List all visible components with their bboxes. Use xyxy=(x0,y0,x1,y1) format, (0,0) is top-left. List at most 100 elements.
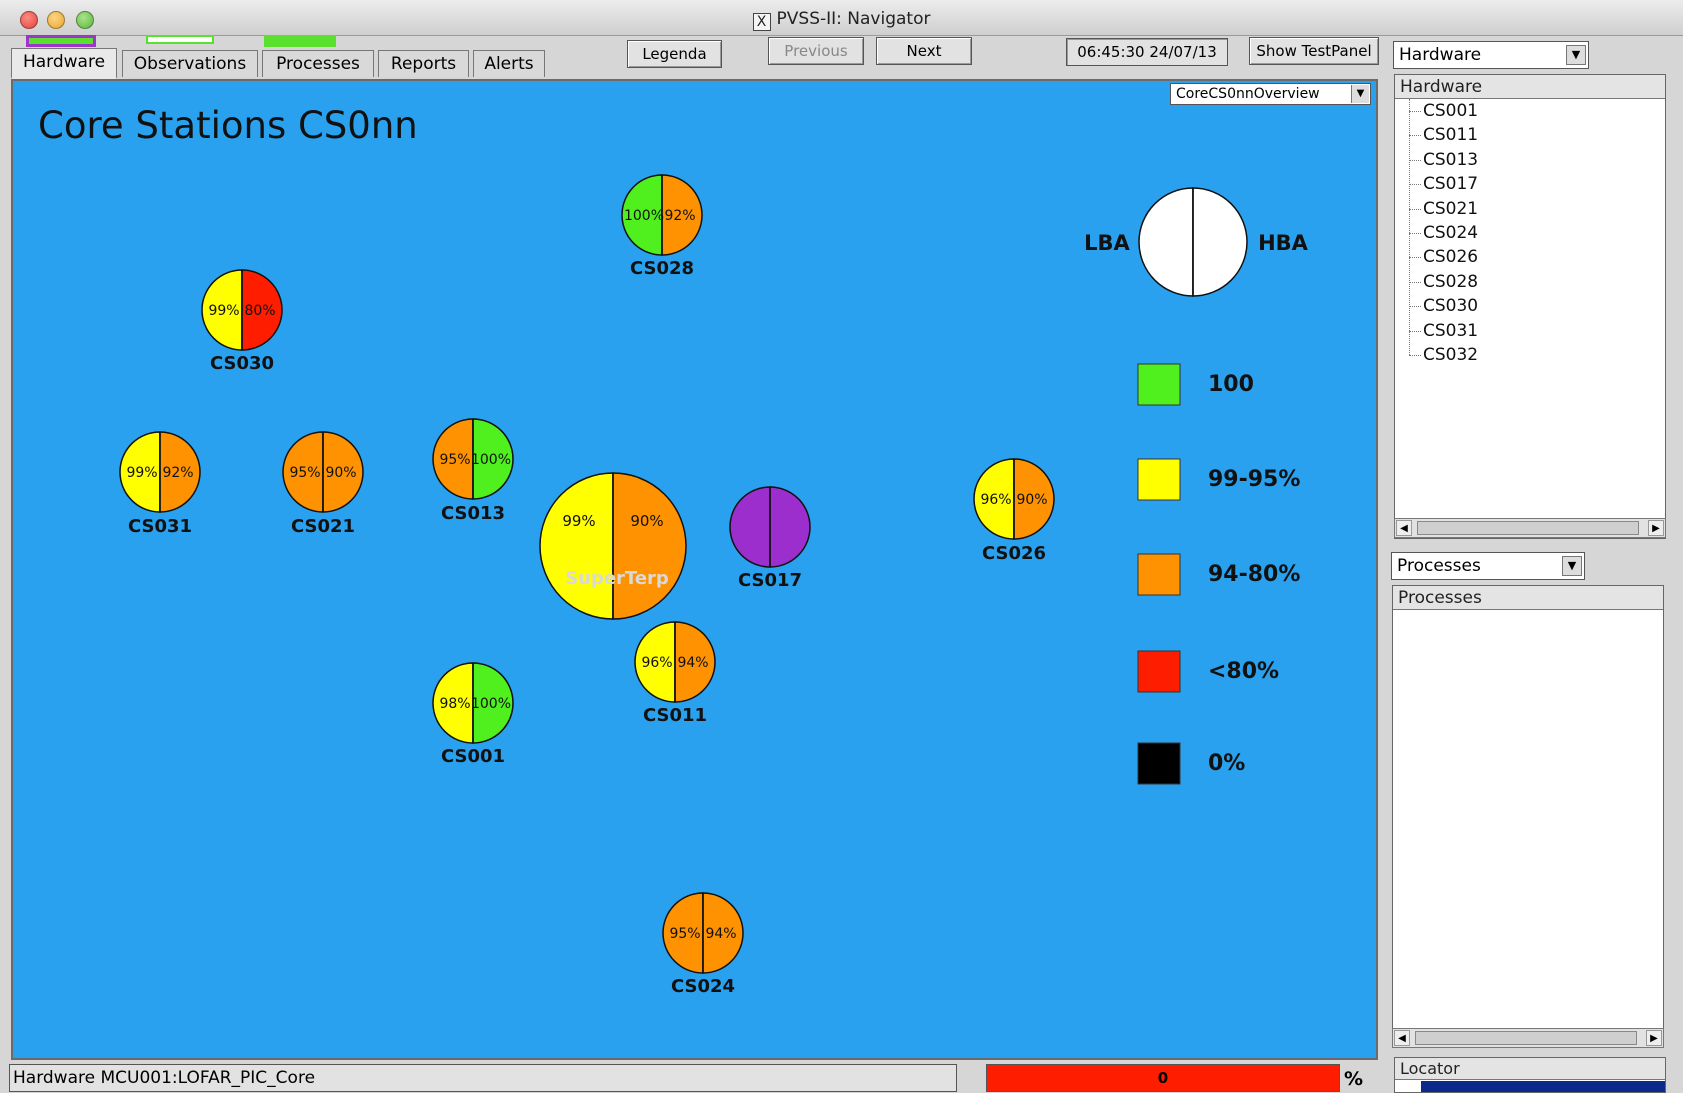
maximize-window-button[interactable] xyxy=(76,11,94,29)
lba-half[interactable] xyxy=(621,174,663,256)
previous-button[interactable]: Previous xyxy=(768,37,864,65)
chevron-down-icon[interactable]: ▼ xyxy=(1566,45,1586,65)
hardware-tree-item-cs013[interactable]: CS013 xyxy=(1395,148,1665,172)
x11-icon: X xyxy=(752,13,771,31)
hardware-combo-value: Hardware xyxy=(1399,45,1482,65)
tab-observations[interactable]: Observations xyxy=(122,50,258,77)
tab-alerts[interactable]: Alerts xyxy=(473,50,545,77)
station-cs030[interactable]: 99% 80% CS030 xyxy=(201,269,283,374)
lba-half[interactable] xyxy=(432,662,474,744)
lba-half[interactable] xyxy=(432,418,474,500)
hardware-tree-item-cs031[interactable]: CS031 xyxy=(1395,319,1665,343)
hardware-horizontal-scrollbar[interactable]: ◀ ▶ xyxy=(1394,518,1666,538)
scroll-right-icon[interactable]: ▶ xyxy=(1646,1030,1662,1046)
tree-connector-line xyxy=(1409,99,1410,355)
station-name: CS024 xyxy=(671,976,735,997)
hba-percentage: 80% xyxy=(244,303,275,319)
station-cs001[interactable]: 98% 100% CS001 xyxy=(432,662,514,767)
tab-processes[interactable]: Processes xyxy=(262,50,374,77)
hardware-tree-item-cs030[interactable]: CS030 xyxy=(1395,294,1665,318)
locator-selected-item[interactable] xyxy=(1421,1081,1665,1092)
window-title-text: PVSS-II: Navigator xyxy=(776,9,931,29)
hardware-tree-item-cs032[interactable]: CS032 xyxy=(1395,343,1665,367)
lba-percentage: 95% xyxy=(439,452,470,468)
hardware-tree-item-cs021[interactable]: CS021 xyxy=(1395,197,1665,221)
lba-half[interactable] xyxy=(729,486,771,568)
station-cs024[interactable]: 95% 94% CS024 xyxy=(662,892,744,997)
locator-panel: Locator xyxy=(1394,1057,1666,1093)
hba-half[interactable] xyxy=(241,269,283,351)
processes-horizontal-scrollbar[interactable]: ◀ ▶ xyxy=(1392,1028,1664,1048)
hba-percentage: 100% xyxy=(471,696,511,712)
station-cs013[interactable]: 95% 100% CS013 xyxy=(432,418,514,524)
next-button[interactable]: Next xyxy=(876,37,972,65)
hba-half[interactable] xyxy=(322,431,364,513)
lba-percentage: 100% xyxy=(624,208,664,224)
scrollbar-thumb[interactable] xyxy=(1417,521,1639,535)
scroll-right-icon[interactable]: ▶ xyxy=(1648,520,1664,536)
overview-select[interactable]: CoreCS0nnOverview ▼ xyxy=(1170,83,1371,105)
station-cs021[interactable]: 95% 90% CS021 xyxy=(282,431,364,537)
processes-combo[interactable]: Processes ▼ xyxy=(1391,552,1585,580)
hardware-tree: Hardware CS001 CS011 CS013 CS017 CS021 CS024 C… xyxy=(1394,74,1666,539)
hba-half[interactable] xyxy=(472,418,514,500)
hardware-tree-item-cs026[interactable]: CS026 xyxy=(1395,245,1665,269)
datetime-display: 06:45:30 24/07/13 xyxy=(1066,38,1228,66)
hba-half[interactable] xyxy=(159,431,201,513)
hba-half[interactable] xyxy=(472,662,514,744)
tab-reports[interactable]: Reports xyxy=(378,50,469,77)
observations-status-indicator xyxy=(146,35,214,44)
processes-status-indicator xyxy=(264,35,336,47)
hba-half[interactable] xyxy=(661,174,703,256)
hardware-tree-item-cs011[interactable]: CS011 xyxy=(1395,123,1665,147)
close-window-button[interactable] xyxy=(20,11,38,29)
lba-half[interactable] xyxy=(634,621,676,703)
lba-half[interactable] xyxy=(119,431,161,513)
hardware-tree-item-cs017[interactable]: CS017 xyxy=(1395,172,1665,196)
lba-half[interactable] xyxy=(973,458,1015,540)
station-cs028[interactable]: 100% 92% CS028 xyxy=(621,174,703,279)
tab-hardware[interactable]: Hardware xyxy=(11,48,117,79)
superterp-label: SuperTerp xyxy=(565,568,669,589)
hba-percentage: 92% xyxy=(664,208,695,224)
minimize-window-button[interactable] xyxy=(47,11,65,29)
scroll-left-icon[interactable]: ◀ xyxy=(1394,1030,1410,1046)
hba-percentage: 92% xyxy=(162,465,193,481)
hba-half[interactable] xyxy=(702,892,744,974)
show-testpanel-button[interactable]: Show TestPanel xyxy=(1249,37,1379,65)
lba-percentage: 99% xyxy=(208,303,239,319)
lba-half[interactable] xyxy=(662,892,704,974)
lba-half[interactable] xyxy=(282,431,324,513)
locator-header: Locator xyxy=(1395,1058,1665,1080)
hardware-tree-item-cs001[interactable]: CS001 xyxy=(1395,99,1665,123)
station-name: CS011 xyxy=(643,705,707,726)
station-cs031[interactable]: 99% 92% CS031 xyxy=(119,431,201,537)
station-cs017[interactable]: CS017 xyxy=(729,486,811,591)
hba-percentage: 90% xyxy=(1016,492,1047,508)
hba-half[interactable] xyxy=(612,472,687,620)
hba-half[interactable] xyxy=(674,621,716,703)
lba-half[interactable] xyxy=(539,472,614,620)
station-name: CS001 xyxy=(441,746,505,767)
hardware-tree-item-cs024[interactable]: CS024 xyxy=(1395,221,1665,245)
station-cs011[interactable]: 96% 94% CS011 xyxy=(634,621,716,726)
station-name: CS030 xyxy=(210,353,274,374)
station-cs026[interactable]: 96% 90% CS026 xyxy=(973,458,1055,564)
station-superterp[interactable]: 99% 90% SuperTerp xyxy=(539,472,687,620)
chevron-down-icon[interactable]: ▼ xyxy=(1562,556,1582,576)
hba-percentage: 94% xyxy=(677,655,708,671)
overview-select-value: CoreCS0nnOverview xyxy=(1176,86,1320,102)
hba-percentage: 94% xyxy=(705,926,736,942)
hba-percentage: 90% xyxy=(630,512,663,530)
hba-half[interactable] xyxy=(769,486,811,568)
hardware-tree-item-cs028[interactable]: CS028 xyxy=(1395,270,1665,294)
scroll-left-icon[interactable]: ◀ xyxy=(1396,520,1412,536)
hardware-combo[interactable]: Hardware ▼ xyxy=(1393,41,1589,69)
legenda-button[interactable]: Legenda xyxy=(627,40,722,68)
chevron-down-icon[interactable]: ▼ xyxy=(1351,85,1369,103)
lba-half[interactable] xyxy=(201,269,243,351)
status-unit: % xyxy=(1344,1068,1364,1090)
scrollbar-thumb[interactable] xyxy=(1415,1031,1637,1045)
lba-percentage: 99% xyxy=(562,512,595,530)
hba-half[interactable] xyxy=(1013,458,1055,540)
